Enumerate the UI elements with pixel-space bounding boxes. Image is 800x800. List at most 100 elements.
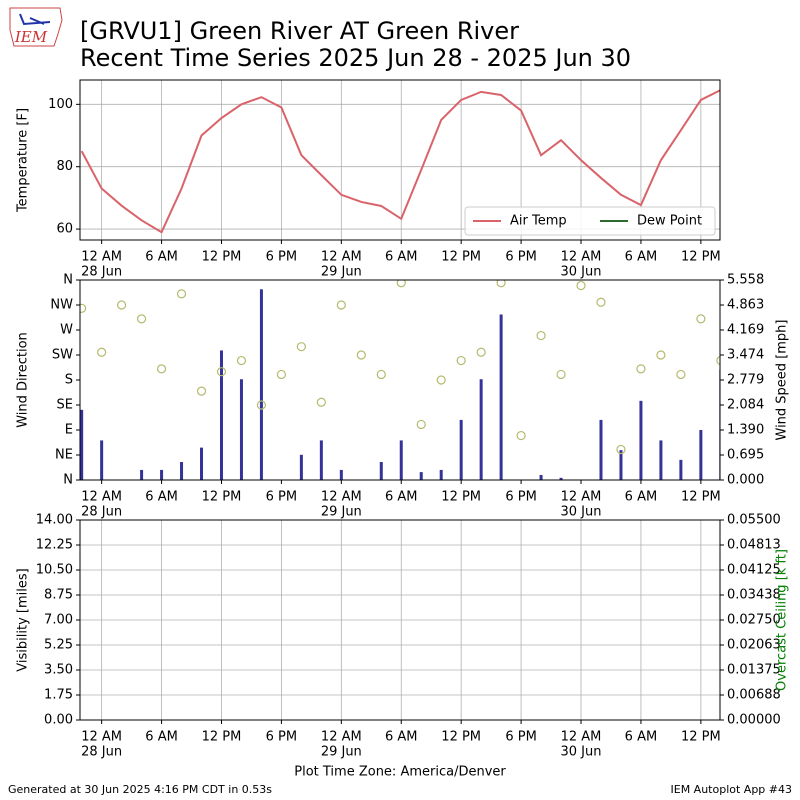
bar — [100, 440, 104, 480]
point — [556, 369, 566, 380]
y-tick-label: 7.00 — [44, 613, 73, 628]
y-tick-label: 14.00 — [36, 513, 73, 528]
bar — [140, 469, 144, 480]
y2-tick-label: 0.04813 — [727, 538, 781, 553]
point — [296, 342, 306, 352]
x-tick-label: 12 AM — [321, 730, 362, 745]
point — [636, 364, 646, 374]
y2-tick-label: 2.084 — [727, 398, 764, 413]
bar — [180, 462, 184, 480]
bar — [160, 469, 164, 480]
y-tick-label: 10.50 — [36, 563, 73, 578]
y-axis-label: Visibility [miles] — [16, 568, 31, 671]
point — [436, 375, 446, 385]
x-tick-date: 30 Jun — [561, 265, 602, 280]
y-tick-label: W — [60, 323, 73, 338]
line — [80, 89, 720, 234]
y-tick-label: S — [65, 373, 73, 388]
x-tick-label: 12 PM — [441, 490, 481, 505]
y-tick-label: 60 — [56, 222, 73, 237]
x-tick-label: 6 AM — [145, 730, 178, 745]
point — [136, 314, 147, 324]
bar — [419, 472, 423, 480]
legend-label: Air Temp — [510, 214, 567, 229]
bar — [439, 469, 443, 480]
y-tick-label: E — [65, 423, 73, 438]
bar — [239, 379, 243, 480]
x-tick-label: 12 PM — [681, 490, 721, 505]
y2-tick-label: 4.169 — [727, 322, 764, 337]
point — [196, 386, 207, 396]
plot-frame — [79, 79, 721, 241]
point — [676, 369, 686, 380]
bar — [319, 440, 323, 480]
plot-area — [80, 89, 720, 234]
y2-tick-label: 0.00688 — [727, 688, 781, 703]
plot-area — [80, 280, 720, 480]
y-tick-label: NE — [55, 448, 73, 463]
point — [336, 300, 346, 310]
x-tick-label: 6 AM — [145, 250, 178, 265]
bar — [80, 409, 84, 480]
x-tick-label: 12 PM — [202, 250, 242, 265]
x-tick-label: 6 AM — [385, 730, 418, 745]
y2-axis-label: Overcast Ceiling [k ft] — [775, 549, 790, 691]
point — [656, 350, 666, 360]
x-tick-label: 6 AM — [625, 730, 658, 745]
point — [256, 400, 267, 410]
x-tick-date: 30 Jun — [561, 745, 602, 760]
y-tick-label: 12.25 — [36, 538, 73, 553]
x-tick-label: 12 AM — [561, 250, 602, 265]
footer-left: Generated at 30 Jun 2025 4:16 PM CDT in … — [8, 783, 272, 796]
bar — [479, 379, 483, 480]
bar — [259, 289, 263, 480]
bar — [499, 314, 503, 480]
point — [80, 303, 87, 313]
point — [496, 280, 506, 288]
point — [576, 280, 586, 291]
x-tick-label: 12 PM — [441, 250, 481, 265]
x-tick-label: 6 AM — [625, 250, 658, 265]
x-tick-date: 29 Jun — [321, 745, 362, 760]
point — [716, 356, 720, 366]
point — [356, 350, 366, 360]
y2-tick-label: 4.863 — [727, 298, 764, 313]
bar — [639, 400, 643, 480]
bar — [200, 447, 204, 480]
bar — [559, 477, 563, 480]
x-tick-label: 6 AM — [385, 490, 418, 505]
x-tick-date: 30 Jun — [561, 505, 602, 520]
x-tick-label: 6 PM — [266, 250, 297, 265]
y-tick-label: 3.50 — [44, 663, 73, 678]
y-tick-label: 8.75 — [44, 588, 73, 603]
point — [376, 369, 386, 380]
bar — [699, 429, 703, 480]
point — [516, 430, 526, 441]
x-tick-label: 12 PM — [202, 730, 242, 745]
x-tick-label: 12 AM — [561, 490, 602, 505]
y2-tick-label: 0.00000 — [727, 713, 781, 728]
point — [156, 364, 167, 374]
point — [97, 347, 107, 357]
x-tick-date: 29 Jun — [321, 265, 362, 280]
point — [396, 280, 406, 288]
point — [536, 330, 546, 341]
logo: IEM — [9, 7, 63, 47]
x-tick-label: 12 AM — [561, 730, 602, 745]
y2-tick-label: 0.695 — [727, 447, 764, 462]
y-axis-label: Temperature [F] — [16, 108, 31, 213]
legend-box — [464, 206, 716, 236]
point — [596, 297, 606, 307]
y-tick-label: N — [63, 473, 73, 488]
x-tick-label: 6 AM — [145, 490, 178, 505]
subtitle: Recent Time Series 2025 Jun 28 - 2025 Ju… — [80, 44, 631, 72]
bar — [679, 459, 683, 480]
x-tick-date: 28 Jun — [81, 265, 122, 280]
bar — [459, 419, 463, 480]
y2-tick-label: 0.000 — [727, 473, 764, 488]
logo-text: IEM — [14, 28, 48, 46]
x-tick-label: 6 AM — [385, 250, 418, 265]
bar — [299, 454, 303, 480]
y-tick-label: 80 — [56, 159, 73, 174]
